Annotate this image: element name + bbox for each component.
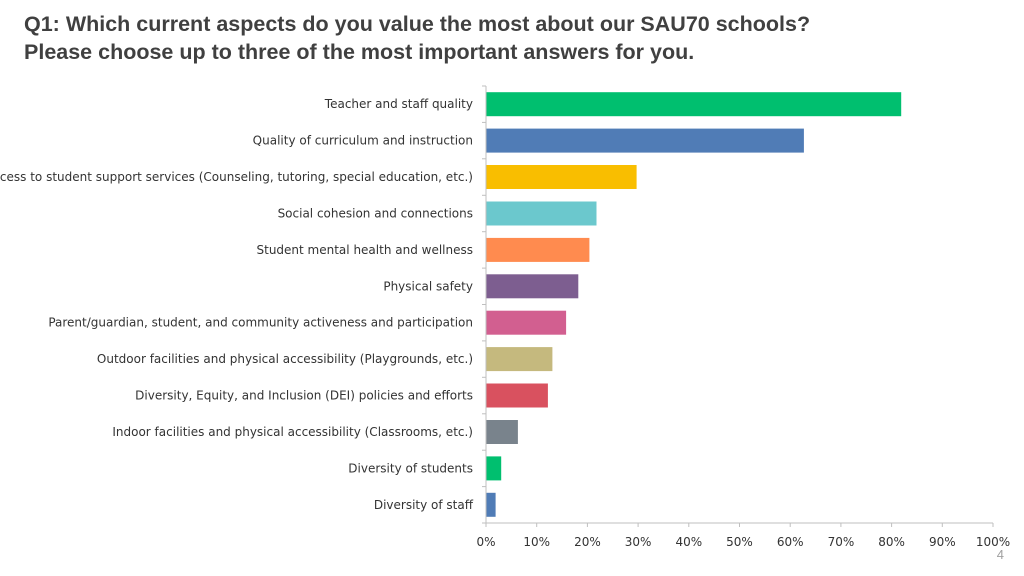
bar-7	[486, 310, 567, 335]
x-tick-label-60: 60%	[777, 535, 804, 549]
x-tick-label-70: 70%	[828, 535, 855, 549]
category-label-4: Social cohesion and connections	[278, 207, 473, 221]
bar-8	[486, 347, 553, 372]
bar-10	[486, 420, 518, 444]
bar-6	[486, 274, 579, 299]
category-label-2: Quality of curriculum and instruction	[253, 134, 473, 148]
category-label-5: Student mental health and wellness	[257, 243, 474, 257]
x-tick-label-30: 30%	[625, 535, 652, 549]
bar-2	[486, 128, 804, 153]
x-tick-label-10: 10%	[523, 535, 550, 549]
bar-4	[486, 201, 597, 226]
category-label-1: Teacher and staff quality	[324, 97, 473, 111]
axes-group	[482, 85, 994, 527]
bar-3	[486, 165, 637, 189]
slide-title-line-2: Please choose up to three of the most im…	[24, 40, 695, 64]
bar-11	[486, 456, 502, 481]
category-label-6: Physical safety	[383, 279, 473, 293]
x-tick-label-80: 80%	[878, 535, 905, 549]
bars-group	[486, 92, 902, 517]
x-tick-label-0: 0%	[476, 535, 495, 549]
category-label-10: Indoor facilities and physical accessibi…	[112, 425, 473, 439]
category-label-3: Access to student support services (Coun…	[0, 170, 473, 184]
category-label-11: Diversity of students	[348, 461, 473, 475]
category-label-7: Parent/guardian, student, and community …	[48, 316, 473, 330]
x-tick-label-20: 20%	[574, 535, 601, 549]
category-labels-group: Teacher and staff quality Quality of curr…	[0, 97, 474, 512]
slide-title-line-1: Q1: Which current aspects do you value t…	[24, 12, 811, 36]
x-tick-label-90: 90%	[929, 535, 956, 549]
bar-1	[486, 92, 902, 117]
category-label-9: Diversity, Equity, and Inclusion (DEI) p…	[135, 389, 473, 403]
tick-labels-group: 0% 10% 20% 30% 40% 50% 60% 70% 80% 90% 100%	[476, 535, 1010, 549]
x-tick-label-100: 100%	[976, 535, 1010, 549]
category-label-12: Diversity of staff	[374, 498, 474, 512]
bar-5	[486, 237, 590, 262]
bar-9	[486, 383, 548, 408]
bar-12	[486, 492, 496, 517]
category-label-8: Outdoor facilities and physical accessib…	[97, 352, 473, 366]
page-number: 4	[996, 547, 1004, 562]
x-tick-label-50: 50%	[726, 535, 753, 549]
x-tick-label-40: 40%	[675, 535, 702, 549]
slide-title: Q1: Which current aspects do you value t…	[24, 10, 1004, 66]
